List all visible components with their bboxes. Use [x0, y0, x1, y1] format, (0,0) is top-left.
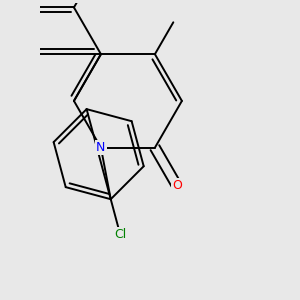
Text: Cl: Cl	[114, 228, 126, 241]
Text: N: N	[96, 141, 106, 154]
Text: O: O	[172, 179, 182, 192]
